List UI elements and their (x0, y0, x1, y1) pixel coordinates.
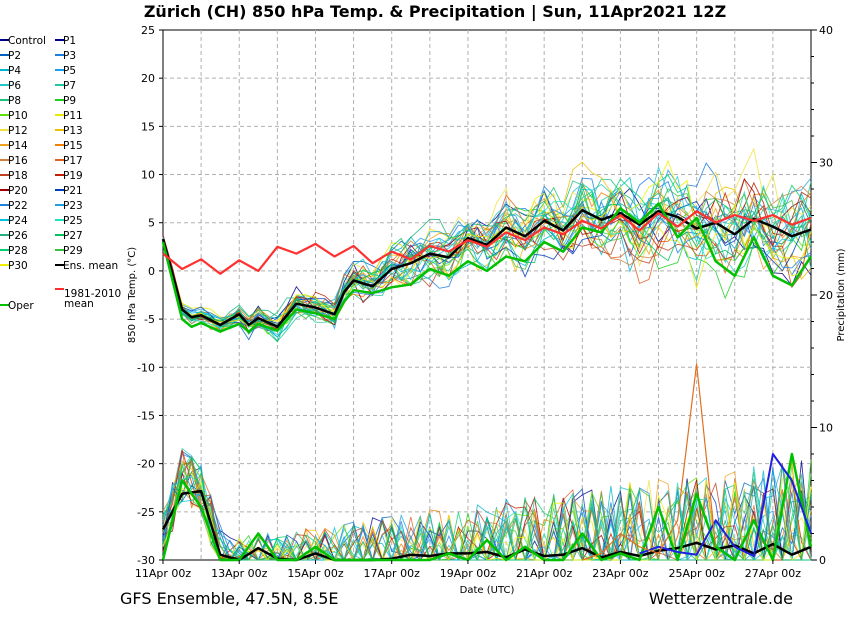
legend-label: P28 (8, 245, 28, 257)
legend-label: P21 (63, 185, 83, 197)
y2-tick-label: 30 (819, 157, 833, 170)
legend-label: P10 (8, 110, 28, 122)
y-tick-label: 25 (141, 24, 155, 37)
y-tick-label: 15 (141, 120, 155, 133)
legend-label: P8 (8, 95, 21, 107)
legend-label: P18 (8, 170, 28, 182)
legend-label: P12 (8, 125, 28, 137)
footer-site: Wetterzentrale.de (649, 589, 793, 608)
temp-series-1981-2010-mean (162, 210, 812, 275)
x-tick-label: 13Apr 00z (211, 567, 268, 580)
legend-label: P26 (8, 230, 28, 242)
x-tick-label: 21Apr 00z (516, 567, 573, 580)
footer-source: GFS Ensemble, 47.5N, 8.5E (120, 589, 339, 608)
legend-label: P16 (8, 155, 28, 167)
legend-label: P19 (63, 170, 83, 182)
legend-label: 1981-2010 (64, 288, 121, 300)
y2-tick-label: 40 (819, 24, 833, 37)
temp-series-oper (161, 202, 813, 333)
y-tick-label: 0 (148, 265, 155, 278)
legend-label: P29 (63, 245, 83, 257)
legend-label: P6 (8, 80, 21, 92)
precip-series-p1 (639, 453, 812, 557)
chart-title: Zürich (CH) 850 hPa Temp. & Precipitatio… (144, 2, 726, 22)
x-tick-label: 11Apr 00z (135, 567, 192, 580)
legend-label: P25 (63, 215, 83, 227)
x-tick-label: 23Apr 00z (592, 567, 649, 580)
legend-label: P23 (63, 200, 83, 212)
legend-label: P1 (63, 35, 76, 47)
x-tick-label: 15Apr 00z (287, 567, 344, 580)
member-precip-line (162, 470, 811, 562)
y2-tick-label: 0 (819, 554, 826, 567)
legend-label: Oper (8, 300, 34, 312)
y-axis-label: 850 hPa Temp. (°C) (127, 247, 138, 343)
member-temp-line (162, 200, 812, 327)
legend-label: P7 (63, 80, 76, 92)
legend-label: P30 (8, 260, 28, 272)
y-tick-label: 10 (141, 169, 155, 182)
y-tick-label: -25 (137, 506, 155, 519)
legend-label: P3 (63, 50, 76, 62)
plot-area (162, 29, 812, 561)
member-temp-line (162, 182, 812, 336)
legend-label: P14 (8, 140, 28, 152)
x-tick-label: 25Apr 00z (668, 567, 725, 580)
member-temp-line (162, 159, 812, 327)
legend-label: P27 (63, 230, 83, 242)
legend-label: P9 (63, 95, 76, 107)
legend: Control P1 P2 P3 P4 P5 P6 P7 P8 P9 P10 P11 P12 P13 P14… (0, 35, 121, 312)
legend-label: P2 (8, 50, 21, 62)
precip-series-p15 (582, 363, 717, 561)
legend-label: P22 (8, 200, 28, 212)
y-tick-label: 5 (148, 217, 155, 230)
member-temp-line (162, 187, 812, 333)
legend-label: P11 (63, 110, 83, 122)
legend-label: P20 (8, 185, 28, 197)
legend-label: P17 (63, 155, 83, 167)
legend-label: Ens. mean (63, 260, 118, 272)
precip-series-oper (161, 452, 813, 562)
x-tick-label: 27Apr 00z (745, 567, 802, 580)
x-axis-label: Date (UTC) (460, 585, 515, 596)
y2-axis-label: Precipitation (mm) (836, 248, 847, 341)
legend-label: P13 (63, 125, 83, 137)
series-lines (161, 202, 813, 562)
legend-label: P4 (8, 65, 21, 77)
x-tick-label: 19Apr 00z (440, 567, 497, 580)
legend-label: P5 (63, 65, 76, 77)
legend-label: Control (8, 35, 46, 47)
legend-label: P24 (8, 215, 28, 227)
y2-tick-label: 10 (819, 422, 833, 435)
y-tick-label: -5 (144, 313, 155, 326)
y-tick-label: -15 (137, 409, 155, 422)
temp-series-ens-mean (161, 208, 812, 329)
x-tick-label: 17Apr 00z (364, 567, 421, 580)
legend-label: P15 (63, 140, 83, 152)
y-tick-label: -10 (137, 361, 155, 374)
y-tick-label: -20 (137, 458, 155, 471)
legend-label: mean (64, 298, 94, 310)
y-tick-label: -30 (137, 554, 155, 567)
y-tick-label: 20 (141, 72, 155, 85)
y2-tick-label: 20 (819, 289, 833, 302)
